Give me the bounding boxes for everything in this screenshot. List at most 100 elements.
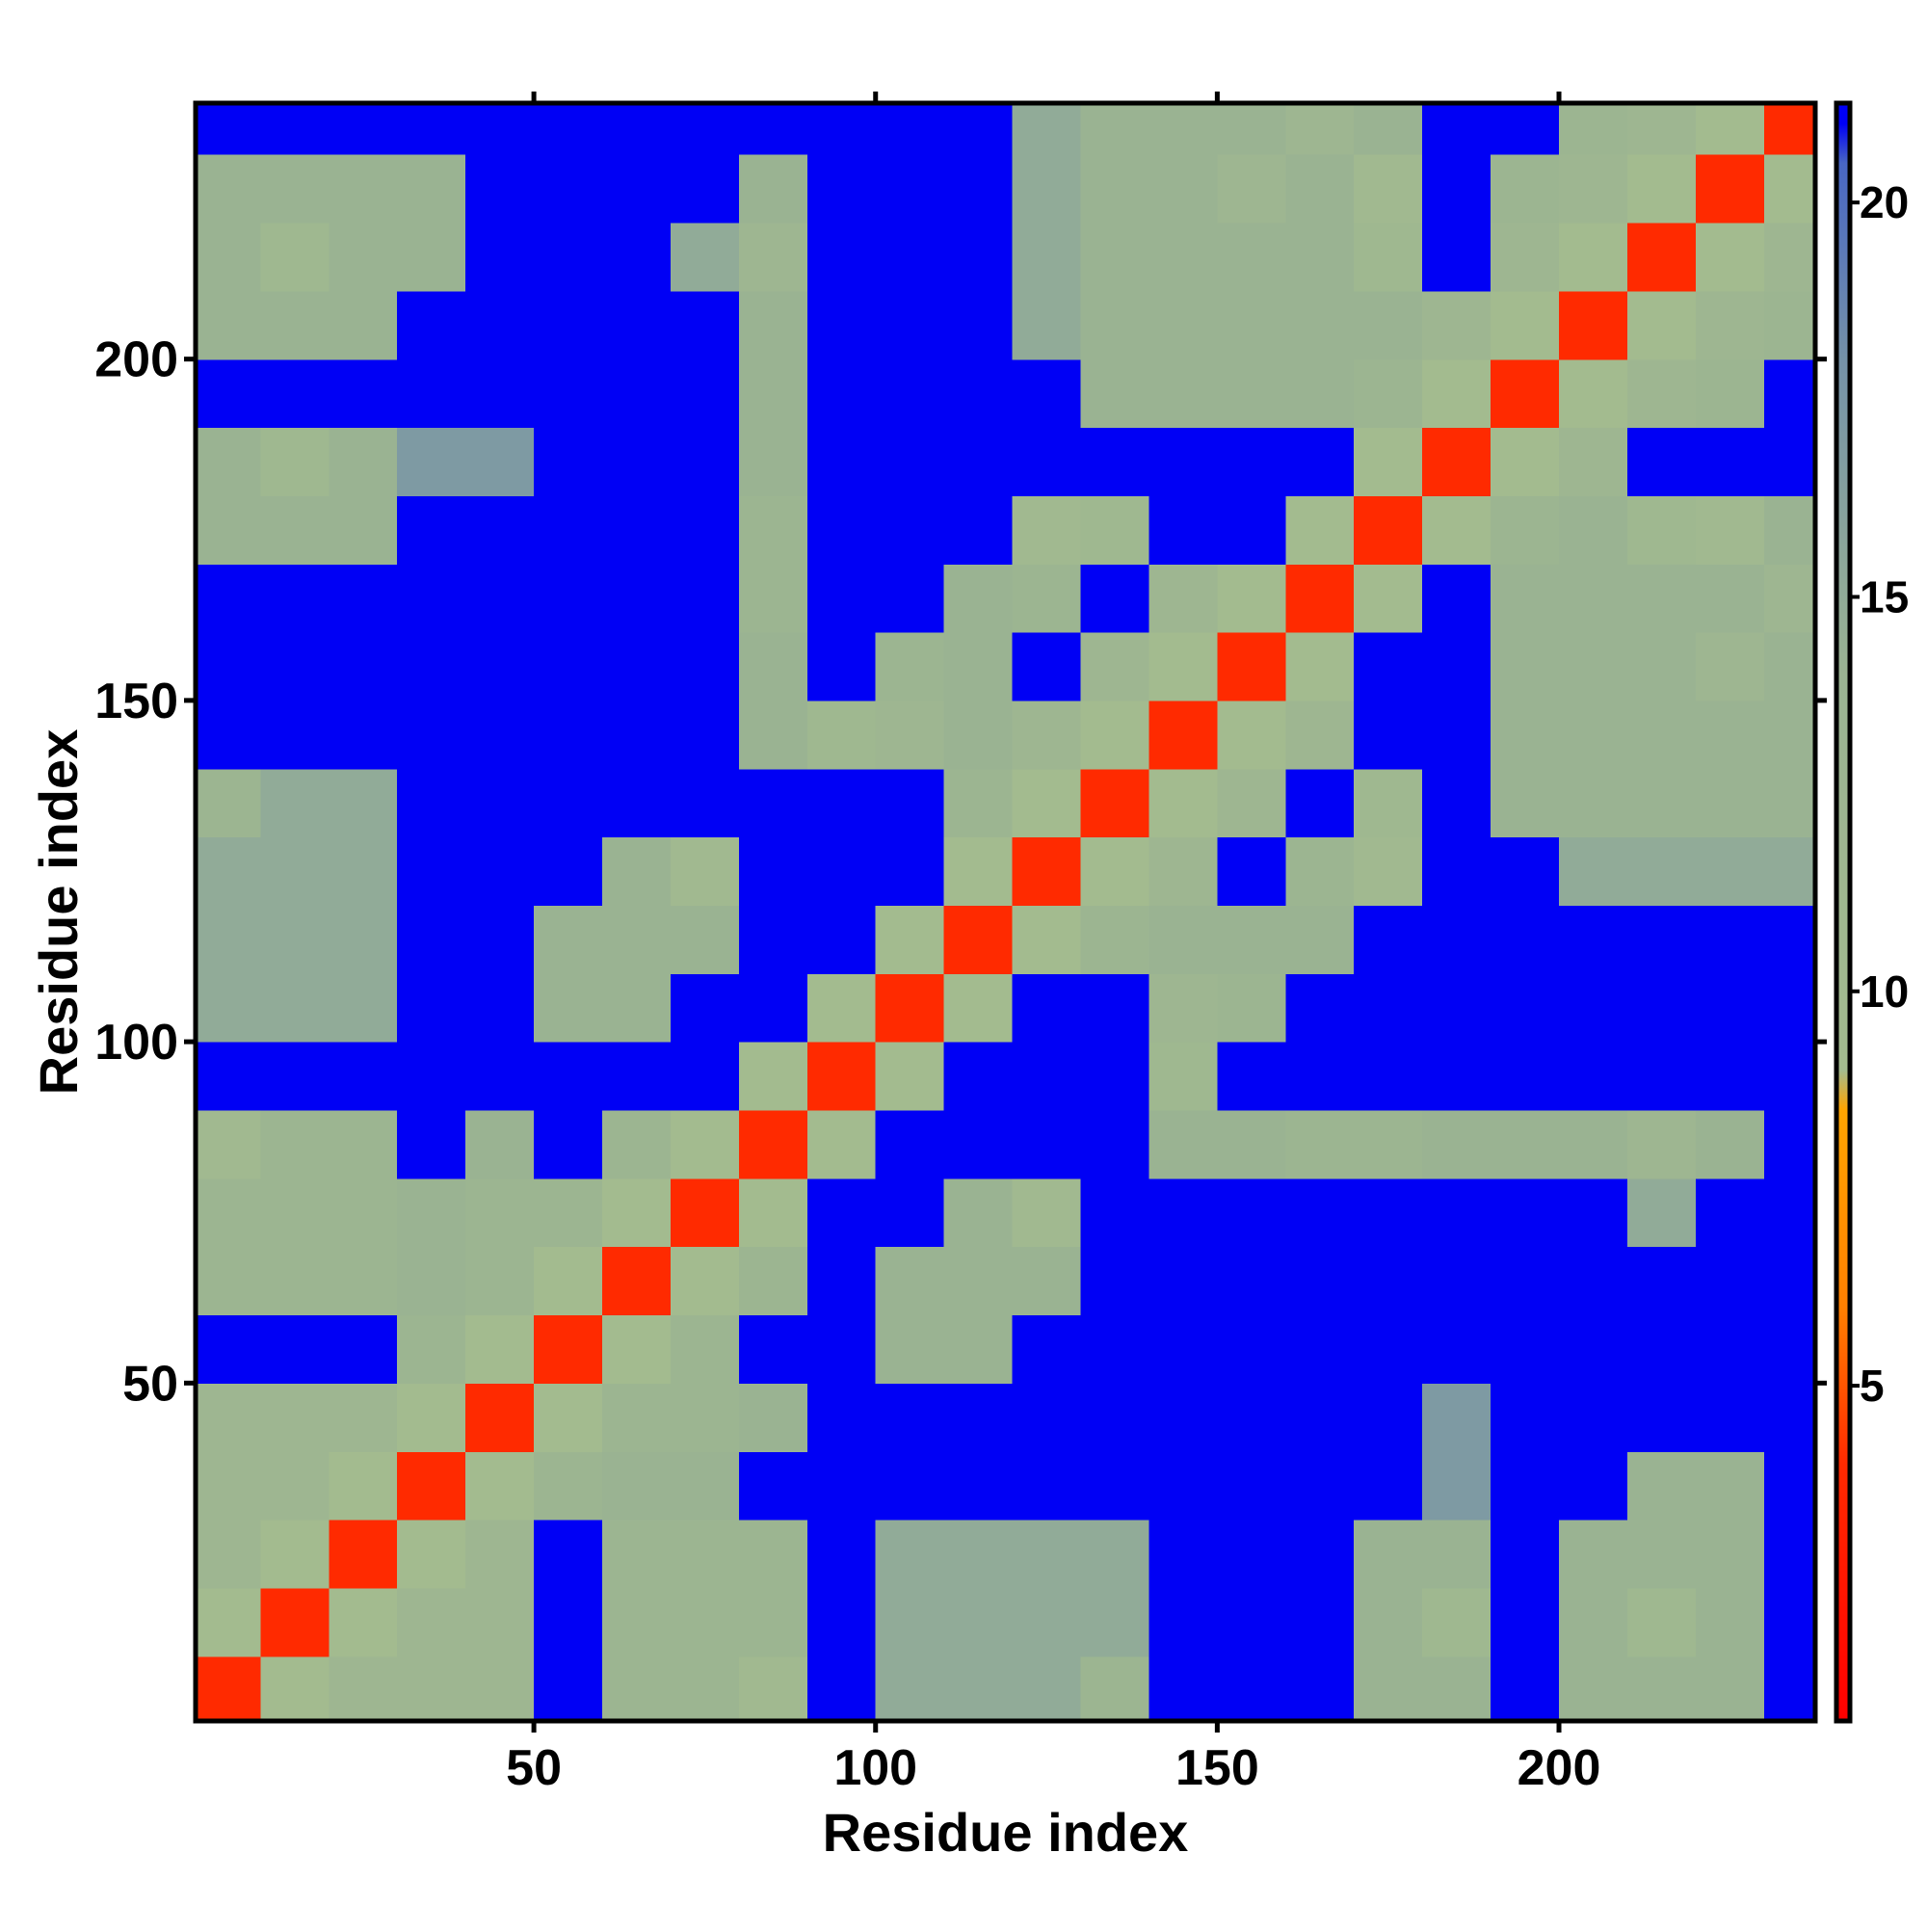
heatmap-cell bbox=[534, 1109, 603, 1179]
heatmap-cell bbox=[1148, 427, 1218, 496]
heatmap-cell bbox=[1763, 564, 1816, 633]
heatmap-cell bbox=[1148, 358, 1218, 429]
heatmap-cell bbox=[1080, 973, 1150, 1043]
heatmap-cell bbox=[196, 1587, 261, 1657]
heatmap-cell bbox=[1080, 1109, 1150, 1179]
heatmap-cell bbox=[1285, 768, 1355, 838]
heatmap-cell bbox=[534, 290, 603, 360]
heatmap-cell bbox=[260, 632, 330, 701]
heatmap-cell bbox=[465, 290, 535, 360]
colorbar bbox=[1834, 100, 1853, 1724]
heatmap-cell bbox=[943, 700, 1014, 770]
heatmap-cell bbox=[1491, 495, 1560, 565]
heatmap-cell bbox=[1012, 836, 1082, 907]
heatmap-cell bbox=[1695, 1451, 1765, 1521]
heatmap-cell bbox=[1559, 564, 1628, 633]
heatmap-cell bbox=[196, 1383, 261, 1452]
colorbar-tick-label: 15 bbox=[1860, 571, 1909, 622]
heatmap-cell bbox=[1491, 154, 1560, 224]
heatmap-cell bbox=[1285, 1520, 1355, 1589]
heatmap-cell bbox=[1491, 632, 1560, 701]
heatmap-cell bbox=[465, 632, 535, 701]
heatmap-cell bbox=[875, 768, 945, 838]
heatmap-cell bbox=[465, 1587, 535, 1657]
heatmap-cell bbox=[806, 1109, 877, 1179]
heatmap-cell bbox=[465, 103, 535, 155]
heatmap-cell bbox=[465, 1314, 535, 1384]
heatmap-cell bbox=[670, 632, 740, 701]
heatmap-cell bbox=[670, 1383, 740, 1452]
heatmap-cell bbox=[1148, 1383, 1218, 1452]
heatmap-cell bbox=[397, 154, 466, 224]
heatmap-cell bbox=[1285, 700, 1355, 770]
heatmap-cell bbox=[534, 905, 603, 974]
heatmap-cell bbox=[1354, 973, 1423, 1043]
heatmap-cell bbox=[1354, 1587, 1423, 1657]
heatmap-cell bbox=[1491, 1451, 1560, 1521]
heatmap-cell bbox=[1491, 290, 1560, 360]
heatmap-cell bbox=[1491, 836, 1560, 907]
heatmap-cell bbox=[1148, 222, 1218, 292]
heatmap-cell bbox=[943, 564, 1014, 633]
x-tick-label: 200 bbox=[1518, 1740, 1601, 1796]
heatmap-cell bbox=[1763, 358, 1816, 429]
heatmap-cell bbox=[875, 564, 945, 633]
heatmap-cell bbox=[943, 1383, 1014, 1452]
heatmap-cell bbox=[602, 290, 672, 360]
heatmap-cell bbox=[329, 1587, 398, 1657]
heatmap-cell bbox=[329, 1246, 398, 1316]
heatmap-cell bbox=[1559, 632, 1628, 701]
heatmap-cell bbox=[1285, 427, 1355, 496]
heatmap-cell bbox=[1695, 1178, 1765, 1248]
heatmap-cell bbox=[534, 495, 603, 565]
heatmap-cell bbox=[465, 700, 535, 770]
heatmap-cell bbox=[1354, 358, 1423, 429]
heatmap-cell bbox=[1354, 1042, 1423, 1111]
heatmap-cell bbox=[738, 1246, 808, 1316]
heatmap-cell bbox=[397, 632, 466, 701]
heatmap-cell bbox=[534, 1314, 603, 1384]
heatmap-cells bbox=[196, 103, 1816, 1722]
heatmap-cell bbox=[260, 1520, 330, 1589]
heatmap-cell bbox=[1559, 768, 1628, 838]
heatmap-cell bbox=[1491, 1178, 1560, 1248]
heatmap-cell bbox=[1763, 836, 1816, 907]
heatmap-cell bbox=[670, 1587, 740, 1657]
heatmap-cell bbox=[465, 154, 535, 224]
heatmap-cell bbox=[602, 154, 672, 224]
heatmap-cell bbox=[875, 700, 945, 770]
heatmap-cell bbox=[465, 1655, 535, 1722]
heatmap-cell bbox=[1285, 222, 1355, 292]
heatmap-cell bbox=[1354, 154, 1423, 224]
heatmap-cell bbox=[397, 222, 466, 292]
heatmap-cell bbox=[670, 1314, 740, 1384]
heatmap-cell bbox=[260, 1109, 330, 1179]
heatmap-cell bbox=[602, 905, 672, 974]
heatmap-cell bbox=[397, 103, 466, 155]
heatmap-cell bbox=[1559, 427, 1628, 496]
heatmap-cell bbox=[1012, 973, 1082, 1043]
heatmap-cell bbox=[534, 154, 603, 224]
heatmap-cell bbox=[806, 1520, 877, 1589]
heatmap-cell bbox=[1626, 103, 1697, 155]
heatmap-cell bbox=[806, 1587, 877, 1657]
heatmap-cell bbox=[1354, 290, 1423, 360]
heatmap-cell bbox=[738, 1383, 808, 1452]
y-axis-title: Residue index bbox=[28, 729, 89, 1096]
heatmap-cell bbox=[196, 222, 261, 292]
heatmap-cell bbox=[465, 1246, 535, 1316]
heatmap-cell bbox=[1626, 290, 1697, 360]
heatmap-cell bbox=[1626, 1587, 1697, 1657]
heatmap-cell bbox=[1080, 290, 1150, 360]
heatmap-cell bbox=[1559, 836, 1628, 907]
heatmap-cell bbox=[1285, 103, 1355, 155]
heatmap-cell bbox=[1148, 103, 1218, 155]
heatmap-cell bbox=[1148, 700, 1218, 770]
heatmap-cell bbox=[1012, 1178, 1082, 1248]
heatmap-cell bbox=[1491, 1655, 1560, 1722]
heatmap-cell bbox=[1217, 768, 1286, 838]
heatmap-cell bbox=[806, 1178, 877, 1248]
heatmap-cell bbox=[260, 836, 330, 907]
heatmap-cell bbox=[1354, 700, 1423, 770]
